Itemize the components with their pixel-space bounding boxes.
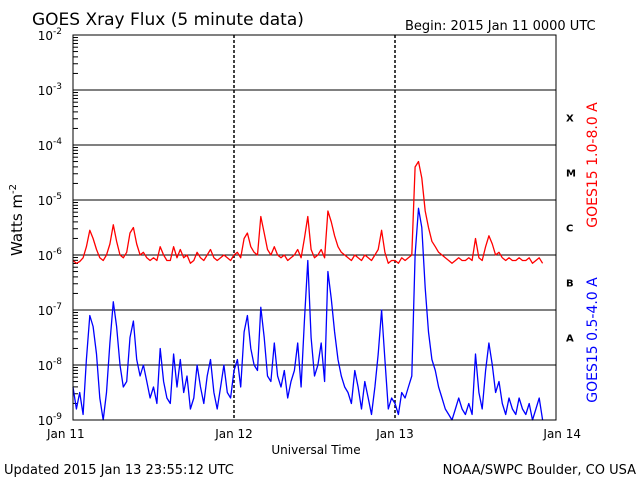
- y-tick-label: 10-6: [38, 247, 63, 263]
- y-tick-exponent: -3: [53, 82, 62, 92]
- y-tick-base: 10: [38, 304, 53, 318]
- y-tick-exponent: -5: [53, 192, 62, 202]
- chart-title: GOES Xray Flux (5 minute data): [32, 10, 304, 30]
- flare-class-X: X: [566, 114, 574, 125]
- updated-timestamp: Updated 2015 Jan 13 23:55:12 UTC: [4, 463, 234, 478]
- y-tick-exponent: -4: [53, 137, 62, 147]
- y-tick-exponent: -9: [53, 412, 62, 422]
- flare-class-labels: X M C B A: [566, 114, 576, 345]
- y-tick-exponent: -7: [53, 302, 62, 312]
- x-axis-tick-labels: Jan 11 Jan 12 Jan 13 Jan 14: [46, 427, 581, 441]
- y-tick-label: 10-2: [38, 27, 62, 43]
- flare-class-C: C: [566, 224, 573, 235]
- y-tick-label: 10-3: [38, 82, 62, 98]
- y-tick-label: 10-5: [38, 192, 62, 208]
- x-tick-label: Jan 13: [375, 427, 414, 441]
- series-label-short-channel: GOES15 0.5-4.0 A: [585, 277, 601, 403]
- day-divider-lines: [233, 35, 396, 420]
- flare-class-B: B: [566, 279, 574, 290]
- y-axis-label: Watts m-2: [8, 184, 26, 256]
- y-tick-label: 10-4: [38, 137, 63, 153]
- y-tick-base: 10: [38, 194, 53, 208]
- y-tick-label: 10-7: [38, 302, 62, 318]
- y-tick-base: 10: [38, 249, 53, 263]
- source-credit: NOAA/SWPC Boulder, CO USA: [443, 463, 636, 478]
- y-axis-label-text: Watts m: [8, 194, 26, 256]
- y-tick-base: 10: [38, 84, 53, 98]
- x-tick-label: Jan 12: [214, 427, 253, 441]
- y-tick-exponent: -2: [53, 27, 62, 37]
- series-layer: [72, 160, 544, 421]
- y-tick-label: 10-8: [38, 357, 63, 373]
- series-line-short-channel: [72, 207, 544, 421]
- y-axis-tick-labels: 10-210-310-410-510-610-710-810-9: [38, 27, 63, 428]
- y-tick-label: 10-9: [38, 412, 63, 428]
- series-label-long-channel: GOES15 1.0-8.0 A: [585, 102, 601, 228]
- x-tick-label: Jan 14: [542, 427, 581, 441]
- y-tick-base: 10: [38, 359, 53, 373]
- plot-frame: [72, 34, 557, 421]
- x-axis-label: Universal Time: [271, 443, 360, 457]
- y-tick-base: 10: [38, 414, 53, 428]
- y-tick-base: 10: [38, 29, 53, 43]
- series-line-long-channel: [72, 160, 544, 264]
- y-tick-exponent: -6: [53, 247, 62, 257]
- grid-lines: [73, 34, 556, 421]
- flare-class-A: A: [566, 334, 574, 345]
- y-tick-base: 10: [38, 139, 53, 153]
- flare-class-M: M: [566, 169, 576, 180]
- x-tick-label: Jan 11: [46, 427, 85, 441]
- y-axis-label-exponent: -2: [8, 184, 19, 194]
- begin-time-label: Begin: 2015 Jan 11 0000 UTC: [405, 19, 596, 34]
- y-tick-exponent: -8: [53, 357, 62, 367]
